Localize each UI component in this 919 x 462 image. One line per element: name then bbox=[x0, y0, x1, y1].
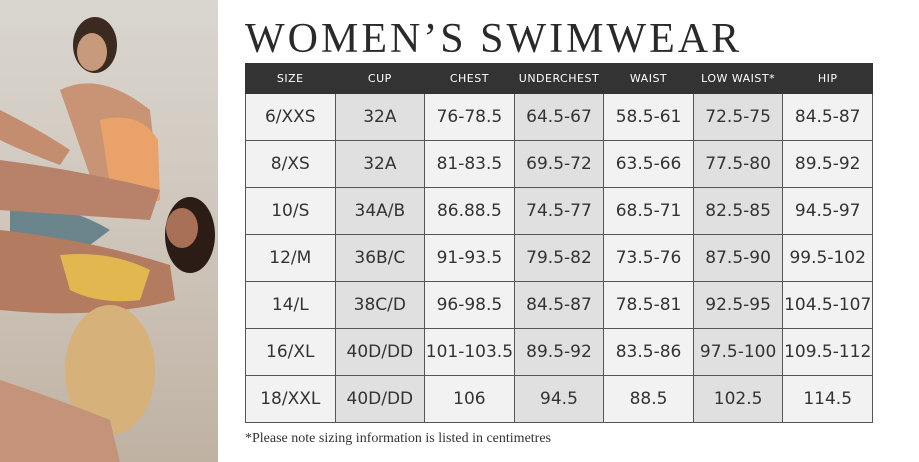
table-cell: 34A/B bbox=[334, 187, 426, 235]
table-cell: 40D/DD bbox=[334, 328, 426, 376]
table-cell: 69.5-72 bbox=[513, 140, 605, 188]
table-cell: 89.5-92 bbox=[782, 140, 873, 188]
column-header: SIZE bbox=[245, 63, 336, 94]
table-row: 12/M 36B/C 91-93.5 79.5-82 73.5-76 87.5-90 99.… bbox=[245, 234, 873, 282]
table-cell: 104.5-107 bbox=[782, 281, 873, 329]
table-cell: 74.5-77 bbox=[513, 187, 605, 235]
table-cell: 8/XS bbox=[245, 140, 336, 188]
column-header: LOW WAIST* bbox=[692, 63, 784, 94]
table-cell: 92.5-95 bbox=[692, 281, 784, 329]
table-cell: 86.88.5 bbox=[424, 187, 515, 235]
table-cell: 83.5-86 bbox=[603, 328, 694, 376]
footnote: *Please note sizing information is liste… bbox=[245, 431, 551, 446]
table-cell: 109.5-112 bbox=[782, 328, 873, 376]
table-cell: 99.5-102 bbox=[782, 234, 873, 282]
table-cell: 78.5-81 bbox=[603, 281, 694, 329]
table-cell: 38C/D bbox=[334, 281, 426, 329]
table-cell: 10/S bbox=[245, 187, 336, 235]
table-row: 10/S 34A/B 86.88.5 74.5-77 68.5-71 82.5-85 94.… bbox=[245, 187, 873, 235]
table-row: 14/L 38C/D 96-98.5 84.5-87 78.5-81 92.5-95 104… bbox=[245, 281, 873, 329]
table-cell: 36B/C bbox=[334, 234, 426, 282]
column-header: UNDERCHEST bbox=[513, 63, 605, 94]
table-cell: 63.5-66 bbox=[603, 140, 694, 188]
table-cell: 89.5-92 bbox=[513, 328, 605, 376]
table-cell: 82.5-85 bbox=[692, 187, 784, 235]
table-cell: 64.5-67 bbox=[513, 93, 605, 141]
table-row: 16/XL 40D/DD 101-103.5 89.5-92 83.5-86 97.5-1… bbox=[245, 328, 873, 376]
column-header: WAIST bbox=[603, 63, 694, 94]
table-cell: 84.5-87 bbox=[782, 93, 873, 141]
table-cell: 94.5 bbox=[513, 375, 605, 423]
table-cell: 106 bbox=[424, 375, 515, 423]
table-cell: 6/XXS bbox=[245, 93, 336, 141]
table-cell: 77.5-80 bbox=[692, 140, 784, 188]
table-cell: 32A bbox=[334, 93, 426, 141]
table-row: 18/XXL 40D/DD 106 94.5 88.5 102.5 114.5 bbox=[245, 375, 873, 423]
size-table: SIZE CUP CHEST UNDERCHEST WAIST LOW WAIST* HIP… bbox=[245, 63, 873, 423]
table-cell: 32A bbox=[334, 140, 426, 188]
table-cell: 84.5-87 bbox=[513, 281, 605, 329]
table-cell: 102.5 bbox=[692, 375, 784, 423]
table-cell: 73.5-76 bbox=[603, 234, 694, 282]
table-cell: 76-78.5 bbox=[424, 93, 515, 141]
title: WOMEN’S SWIMWEAR bbox=[245, 16, 743, 62]
table-cell: 96-98.5 bbox=[424, 281, 515, 329]
table-cell: 81-83.5 bbox=[424, 140, 515, 188]
table-cell: 91-93.5 bbox=[424, 234, 515, 282]
table-cell: 18/XXL bbox=[245, 375, 336, 423]
table-cell: 79.5-82 bbox=[513, 234, 605, 282]
column-header: CHEST bbox=[424, 63, 515, 94]
table-cell: 12/M bbox=[245, 234, 336, 282]
table-cell: 16/XL bbox=[245, 328, 336, 376]
table-cell: 87.5-90 bbox=[692, 234, 784, 282]
table-cell: 58.5-61 bbox=[603, 93, 694, 141]
header-row: SIZE CUP CHEST UNDERCHEST WAIST LOW WAIST* HIP bbox=[245, 63, 873, 94]
table-cell: 72.5-75 bbox=[692, 93, 784, 141]
table-cell: 14/L bbox=[245, 281, 336, 329]
table-cell: 40D/DD bbox=[334, 375, 426, 423]
table-cell: 114.5 bbox=[782, 375, 873, 423]
column-header: CUP bbox=[334, 63, 426, 94]
table-cell: 88.5 bbox=[603, 375, 694, 423]
table-body: 6/XXS 32A 76-78.5 64.5-67 58.5-61 72.5-75 84.5… bbox=[245, 93, 873, 423]
table-cell: 94.5-97 bbox=[782, 187, 873, 235]
beach-photo bbox=[0, 0, 218, 462]
column-header: HIP bbox=[782, 63, 873, 94]
table-cell: 68.5-71 bbox=[603, 187, 694, 235]
table-row: 8/XS 32A 81-83.5 69.5-72 63.5-66 77.5-80 89.5-… bbox=[245, 140, 873, 188]
table-row: 6/XXS 32A 76-78.5 64.5-67 58.5-61 72.5-75 84.5… bbox=[245, 93, 873, 141]
table-cell: 101-103.5 bbox=[424, 328, 515, 376]
table-cell: 97.5-100 bbox=[692, 328, 784, 376]
